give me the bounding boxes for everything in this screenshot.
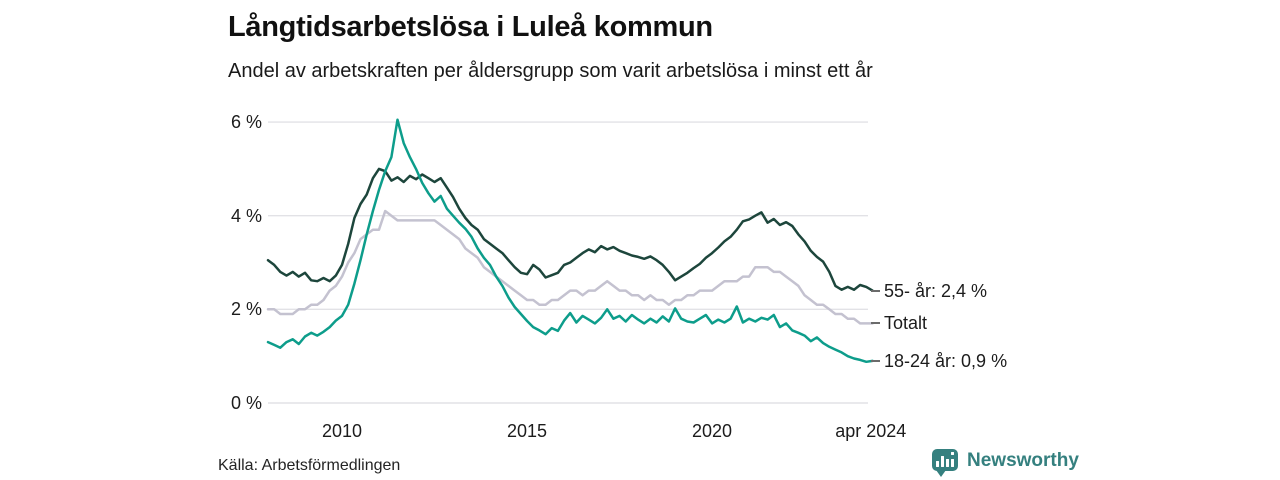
brand-name: Newsworthy — [967, 450, 1079, 471]
series-end-tick — [871, 359, 880, 362]
icon-bar-medium — [946, 459, 949, 467]
series-end-tick — [871, 289, 880, 292]
series-line-55-år — [266, 167, 874, 292]
series-end-label-totalt: Totalt — [884, 313, 928, 334]
icon-exclamation-dot — [951, 452, 954, 455]
icon-bar-tall — [941, 456, 944, 467]
x-tick-label-2015: 2015 — [506, 421, 548, 441]
x-tick-label-2020: 2020 — [691, 421, 733, 441]
series-line-18-24-år — [266, 118, 874, 364]
x-tick-label-apr-2024: apr 2024 — [835, 421, 907, 441]
x-tick-label-2010: 2010 — [321, 421, 363, 441]
series-end-tick — [871, 322, 880, 325]
chart-subtitle: Andel av arbetskraften per åldersgrupp s… — [228, 60, 873, 82]
y-tick-label-2: 2 % — [230, 299, 262, 320]
series-end-label-18-24-år: 18-24 år: 0,9 % — [884, 350, 1008, 371]
speech-bubble-bar-chart-icon — [932, 449, 958, 477]
y-tick-label-0: 0 % — [230, 393, 262, 413]
icon-bar-short — [936, 461, 939, 467]
page-title: Långtidsarbetslösa i Luleå kommun — [228, 11, 713, 43]
y-tick-label-6: 6 % — [230, 112, 262, 133]
icon-exclamation-bar — [951, 459, 954, 467]
newsworthy-logo-link[interactable]: Newsworthy — [932, 449, 1079, 477]
source-note: Källa: Arbetsförmedlingen — [218, 457, 401, 474]
series-line-totalt — [266, 209, 874, 325]
line-chart-plot — [266, 118, 874, 404]
series-end-label-55-år: 55- år: 2,4 % — [884, 280, 988, 301]
y-tick-label-4: 4 % — [230, 205, 262, 226]
